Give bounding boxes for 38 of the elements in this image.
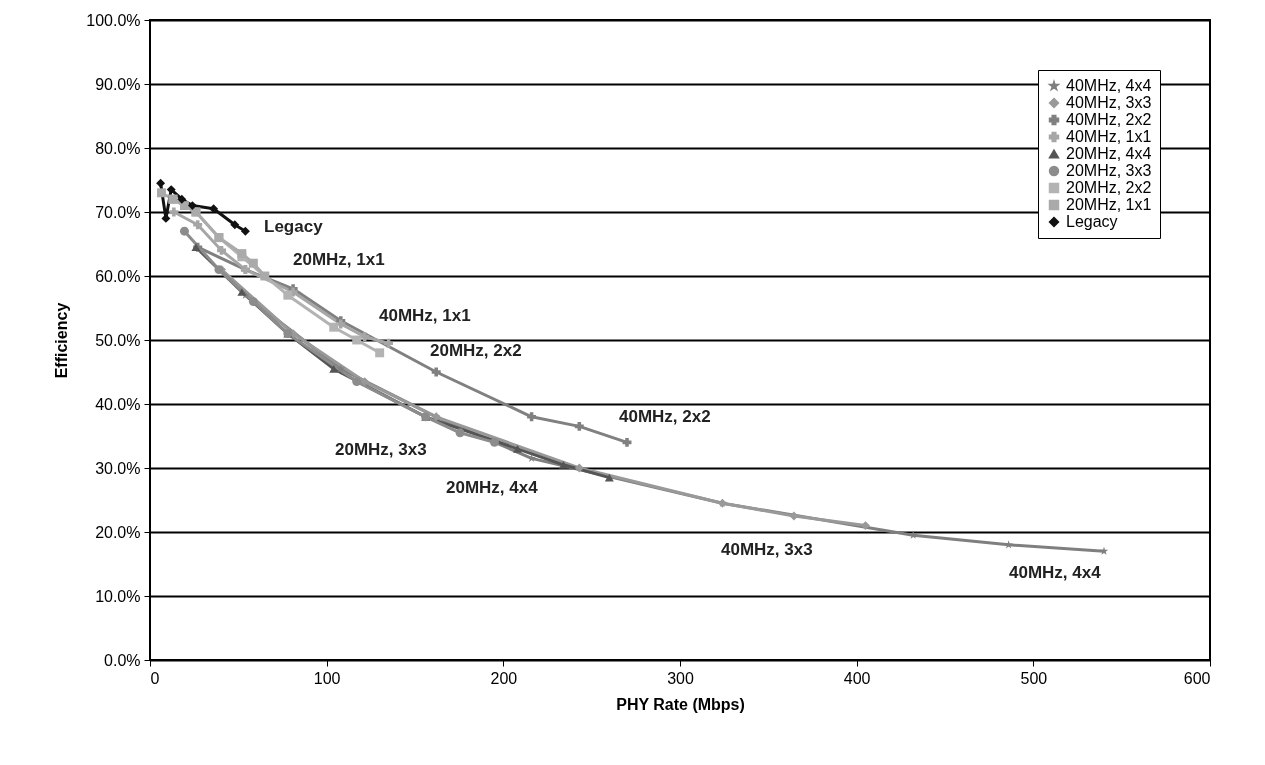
legend-label: 20MHz, 3x3 — [1066, 162, 1152, 179]
annotation: 20MHz, 4x4 — [446, 478, 539, 497]
legend-label: 40MHz, 2x2 — [1066, 111, 1152, 128]
legend-label: 20MHz, 4x4 — [1066, 145, 1152, 162]
x-tick-label: 100 — [313, 669, 341, 687]
annotation: 40MHz, 4x4 — [1009, 563, 1102, 582]
legend-label: 20MHz, 2x2 — [1066, 179, 1152, 196]
annotation: 40MHz, 2x2 — [619, 407, 711, 426]
annotation: 20MHz, 3x3 — [335, 440, 427, 459]
y-tick-label: 20.0% — [95, 523, 141, 541]
y-tick-label: 70.0% — [95, 203, 141, 221]
y-tick-label: 30.0% — [95, 459, 141, 477]
legend-label: 40MHz, 4x4 — [1066, 77, 1152, 94]
y-tick-label: 90.0% — [95, 75, 141, 93]
x-tick-label: 0 — [150, 669, 160, 687]
annotation: Legacy — [264, 217, 324, 236]
legend-label: 40MHz, 3x3 — [1066, 94, 1152, 111]
x-tick-label: 600 — [1183, 669, 1211, 687]
legend-label: 40MHz, 1x1 — [1066, 128, 1152, 145]
y-tick-label: 40.0% — [95, 395, 141, 413]
x-tick-label: 400 — [843, 669, 871, 687]
annotation: 20MHz, 2x2 — [430, 341, 522, 360]
y-tick-label: 0.0% — [104, 651, 141, 669]
x-tick-label: 300 — [667, 669, 694, 687]
annotation: 40MHz, 1x1 — [379, 306, 471, 325]
y-tick-label: 10.0% — [95, 587, 141, 605]
legend-label: 20MHz, 1x1 — [1066, 196, 1152, 213]
y-axis-title: Efficiency — [53, 302, 71, 379]
y-tick-label: 80.0% — [95, 139, 141, 157]
annotation: 40MHz, 3x3 — [721, 540, 813, 559]
legend-label: Legacy — [1066, 213, 1118, 230]
annotation: 20MHz, 1x1 — [293, 250, 385, 269]
y-tick-label: 50.0% — [95, 331, 141, 349]
y-tick-label: 60.0% — [95, 267, 141, 285]
x-axis-title: PHY Rate (Mbps) — [616, 695, 745, 713]
y-tick-label: 100.0% — [86, 11, 141, 29]
x-tick-label: 200 — [490, 669, 518, 687]
x-tick-label: 500 — [1020, 669, 1048, 687]
